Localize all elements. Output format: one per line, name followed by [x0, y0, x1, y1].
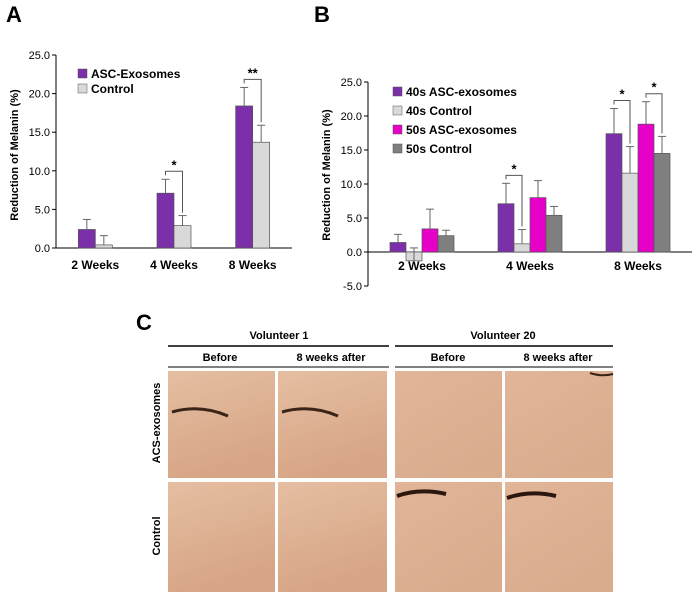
chartB-legend-swatch	[392, 143, 403, 154]
chartB-bar	[389, 242, 407, 253]
chartA-legend-swatch	[77, 68, 88, 79]
photo-v20-after-control-eye	[506, 491, 557, 500]
chartB-y-tick-label: 15.0	[341, 145, 362, 157]
photo-v1-after-exosomes	[278, 371, 387, 478]
volunteer-1-header: Volunteer 1	[249, 330, 308, 342]
chart-b-labels: -5.0 0.0 5.0 10.0 15.0 20.0 25.0 2 Weeks 4 Weeks…	[341, 77, 663, 293]
chartB-bar	[437, 235, 455, 253]
chartA-significance-label: *	[171, 157, 177, 172]
chartB-legend-swatch	[392, 86, 403, 97]
chart-b-significance: * * *	[505, 80, 663, 227]
v1-before-header: Before	[203, 352, 238, 364]
panel-label-b: B	[314, 2, 330, 27]
photo-v20-before-exosomes	[395, 371, 502, 478]
chart-a-significance: ***	[165, 65, 262, 213]
photo-v20-after-control	[505, 482, 613, 592]
chartB-significance-bracket	[613, 100, 631, 144]
chartB-bar	[497, 203, 515, 253]
chart-b-legend: 40s ASC-exosomes 40s Control 50s ASC-exoso…	[392, 85, 517, 156]
chartB-y-tick-label: -5.0	[343, 281, 362, 293]
chartB-y-tick-label: 20.0	[341, 111, 362, 123]
chartA-bar	[235, 105, 254, 249]
chartB-x-tick-label: 4 Weeks	[506, 259, 554, 273]
photo-panel: Volunteer 1 Volunteer 20 Before 8 weeks …	[151, 330, 614, 592]
chartA-y-tick-label: 25.0	[29, 50, 50, 62]
chartB-bar	[637, 123, 655, 253]
photo-v1-after-control	[278, 482, 387, 592]
chartB-bar	[621, 172, 639, 253]
chartB-bar	[605, 133, 623, 253]
photo-v20-after-exosomes	[505, 371, 613, 478]
chartA-bar	[94, 244, 113, 249]
photo-v1-before-control	[168, 482, 275, 592]
chart-a-bars	[77, 86, 271, 249]
row-label-control: Control	[151, 516, 163, 555]
panel-label-a: A	[6, 2, 22, 27]
v20-before-header: Before	[431, 352, 466, 364]
chartA-y-tick-label: 5.0	[35, 204, 50, 216]
chartA-bar	[252, 141, 271, 249]
chartB-legend-swatch	[392, 124, 403, 135]
chartB-bar	[529, 197, 547, 253]
chartA-y-tick-label: 15.0	[29, 127, 50, 139]
chartB-legend-label: 40s ASC-exosomes	[406, 85, 517, 99]
photo-v1-before-exosomes-eye	[171, 407, 229, 418]
chartB-bar	[421, 228, 439, 253]
chartB-y-tick-label: 25.0	[341, 77, 362, 89]
chartB-significance-bracket	[505, 174, 523, 227]
chartA-legend-label: ASC-Exosomes	[91, 67, 181, 81]
chartA-significance-bracket	[243, 78, 262, 123]
chartB-legend-label: 50s ASC-exosomes	[406, 123, 517, 137]
chart-a-y-axis-label: Reduction of Melanin (%)	[9, 89, 21, 221]
chartA-x-tick-label: 2 Weeks	[71, 258, 119, 272]
chartB-y-tick-label: 10.0	[341, 179, 362, 191]
chartB-legend-label: 40s Control	[406, 104, 472, 118]
chartB-legend-label: 50s Control	[406, 142, 472, 156]
chartB-significance-label: *	[651, 80, 657, 95]
chart-b-bars	[389, 101, 671, 262]
chartA-significance-label: **	[248, 65, 259, 80]
chartB-significance-label: *	[619, 87, 625, 102]
chartB-x-tick-label: 8 Weeks	[614, 259, 662, 273]
chartA-bar	[173, 225, 192, 249]
chart-a-labels: 0.0 5.0 10.0 15.0 20.0 25.0 2 Weeks 4 Weeks 8 We…	[29, 50, 277, 272]
chartA-y-tick-label: 0.0	[35, 243, 50, 255]
panel-label-c: C	[136, 310, 152, 335]
chartA-y-tick-label: 10.0	[29, 166, 50, 178]
chartA-bar	[156, 192, 175, 249]
v20-after-header: 8 weeks after	[523, 352, 593, 364]
v1-after-header: 8 weeks after	[296, 352, 366, 364]
chartB-y-tick-label: 5.0	[347, 213, 362, 225]
chart-b-y-axis-label: Reduction of Melanin (%)	[321, 109, 333, 241]
chartB-legend-swatch	[392, 105, 403, 116]
photo-v20-before-control-eye	[396, 489, 447, 498]
chart-b: * * * -5.0 0.0 5.0 10.0 15.0 20.0 25.0 2 Weeks 4 W…	[321, 77, 692, 293]
chartA-significance-bracket	[165, 170, 183, 213]
chartA-x-tick-label: 8 Weeks	[229, 258, 277, 272]
chartA-x-tick-label: 4 Weeks	[150, 258, 198, 272]
photo-v1-before-exosomes	[168, 371, 275, 478]
chartA-legend-swatch	[77, 83, 88, 94]
volunteer-20-header: Volunteer 20	[470, 330, 535, 342]
chartA-legend-label: Control	[91, 82, 134, 96]
chart-a: *** 0.05.010.015.020.025.02 Weeks 4 Weeks…	[9, 50, 292, 272]
row-label-exosomes: ACS-exosomes	[151, 383, 163, 464]
chartB-bar	[513, 243, 531, 253]
photo-v1-after-exosomes-eye	[281, 407, 339, 418]
chartB-bar	[545, 214, 563, 253]
chartB-y-tick-label: 0.0	[347, 247, 362, 259]
chartB-significance-bracket	[645, 93, 663, 134]
photo-v20-before-control	[395, 482, 502, 592]
chartA-y-tick-label: 20.0	[29, 89, 50, 101]
chartB-bar	[653, 153, 671, 253]
chartB-significance-label: *	[511, 161, 517, 176]
chartB-x-tick-label: 2 Weeks	[398, 259, 446, 273]
chartA-bar	[77, 229, 96, 249]
photo-v20-after-exosomes-lash	[589, 372, 614, 377]
